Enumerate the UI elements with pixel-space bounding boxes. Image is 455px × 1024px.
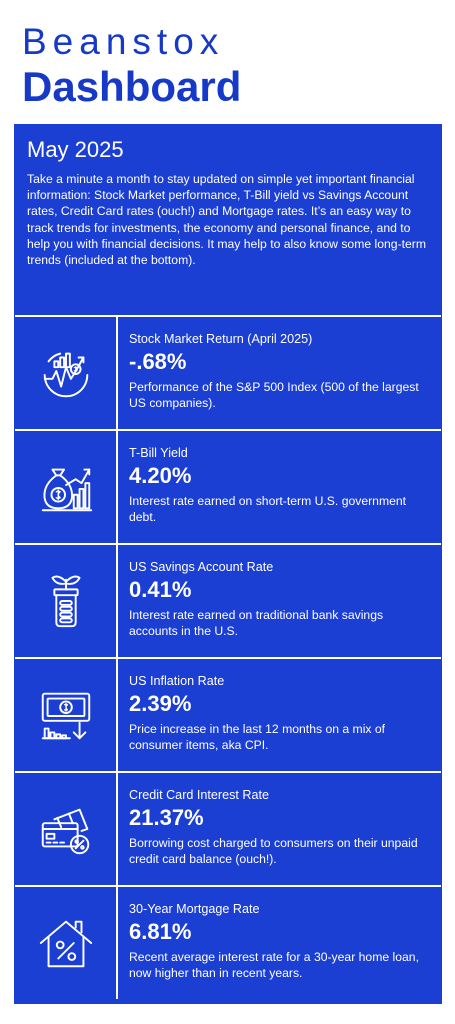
- metric-label: 30-Year Mortgage Rate: [129, 902, 260, 916]
- metric-row-savings-rate: US Savings Account Rate 0.41% Interest r…: [15, 545, 441, 659]
- metric-content: US Inflation Rate 2.39% Price increase i…: [129, 673, 435, 753]
- metric-label: US Inflation Rate: [129, 674, 225, 688]
- metric-label: Stock Market Return (April 2025): [129, 332, 313, 346]
- brand-name: Beanstox: [22, 21, 225, 62]
- metric-value: 4.20%: [129, 463, 192, 488]
- coin-jar-plant-icon: [15, 545, 118, 657]
- metric-value: 0.41%: [129, 577, 192, 602]
- metric-content: US Savings Account Rate 0.41% Interest r…: [129, 559, 435, 639]
- metric-description: Interest rate earned on short-term U.S. …: [129, 494, 407, 524]
- intro-description: Take a minute a month to stay updated on…: [27, 172, 426, 268]
- metric-content: 30-Year Mortgage Rate 6.81% Recent avera…: [129, 901, 435, 981]
- metric-row-tbill-yield: T-Bill Yield 4.20% Interest rate earned …: [15, 431, 441, 545]
- metric-row-stock-market: Stock Market Return (April 2025) -.68% P…: [15, 317, 441, 431]
- metrics-list: Stock Market Return (April 2025) -.68% P…: [15, 317, 441, 1001]
- inflation-chart-icon: [15, 659, 118, 771]
- metric-content: Stock Market Return (April 2025) -.68% P…: [129, 331, 435, 411]
- metric-content: Credit Card Interest Rate 21.37% Borrowi…: [129, 787, 435, 867]
- metric-label: US Savings Account Rate: [129, 560, 274, 574]
- page-title: Dashboard: [22, 63, 242, 110]
- metric-description: Price increase in the last 12 months on …: [129, 722, 386, 752]
- credit-card-percent-icon: [15, 773, 118, 885]
- metric-description: Recent average interest rate for a 30-ye…: [129, 950, 419, 980]
- metric-label: T-Bill Yield: [129, 446, 188, 460]
- metric-content: T-Bill Yield 4.20% Interest rate earned …: [129, 445, 435, 525]
- dashboard-header: Beanstox Dashboard: [22, 22, 442, 110]
- metric-row-credit-card-rate: Credit Card Interest Rate 21.37% Borrowi…: [15, 773, 441, 887]
- metric-description: Interest rate earned on traditional bank…: [129, 608, 384, 638]
- intro-section: May 2025 Take a minute a month to stay u…: [15, 125, 441, 317]
- metric-description: Borrowing cost charged to consumers on t…: [129, 836, 418, 866]
- metric-value: 21.37%: [129, 805, 204, 830]
- metric-row-mortgage-rate: 30-Year Mortgage Rate 6.81% Recent avera…: [15, 887, 441, 1001]
- dashboard-panel: May 2025 Take a minute a month to stay u…: [14, 124, 442, 1004]
- metric-value: 2.39%: [129, 691, 192, 716]
- metric-value: 6.81%: [129, 919, 192, 944]
- money-bag-growth-icon: [15, 431, 118, 543]
- stock-chart-icon: [15, 317, 118, 429]
- metric-value: -.68%: [129, 349, 187, 374]
- metric-row-inflation-rate: US Inflation Rate 2.39% Price increase i…: [15, 659, 441, 773]
- metric-description: Performance of the S&P 500 Index (500 of…: [129, 380, 419, 410]
- house-percent-icon: [15, 887, 118, 999]
- metric-label: Credit Card Interest Rate: [129, 788, 269, 802]
- report-month: May 2025: [27, 137, 124, 162]
